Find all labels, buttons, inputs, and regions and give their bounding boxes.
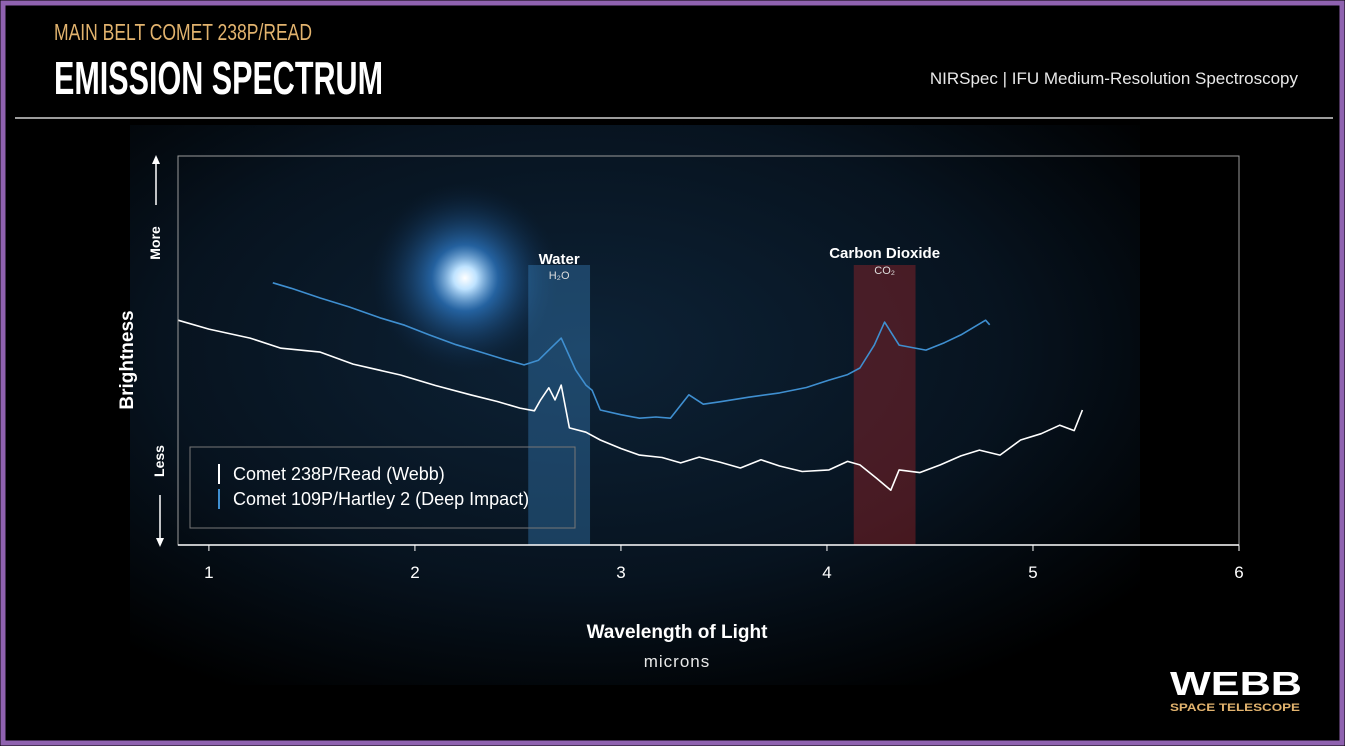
x-tick-label: 1 xyxy=(204,563,213,582)
webb-logo: WEBB SPACE TELESCOPE xyxy=(1170,665,1302,714)
x-tick-label: 6 xyxy=(1234,563,1243,582)
band-formula: CO₂ xyxy=(874,265,895,277)
y-low-label: Less xyxy=(151,445,167,477)
subtitle: MAIN BELT COMET 238P/READ xyxy=(54,19,312,45)
band-label: Carbon Dioxide xyxy=(829,245,940,262)
chart: MAIN BELT COMET 238P/READ EMISSION SPECT… xyxy=(0,0,1345,746)
band xyxy=(854,265,916,545)
backdrop xyxy=(130,125,1140,685)
legend-label: Comet 109P/Hartley 2 (Deep Impact) xyxy=(233,489,529,509)
y-high-label: More xyxy=(147,226,163,260)
x-tick-label: 5 xyxy=(1028,563,1037,582)
x-tick-label: 4 xyxy=(822,563,831,582)
band-formula: H₂O xyxy=(549,270,570,282)
logo-sub: SPACE TELESCOPE xyxy=(1170,702,1300,714)
x-tick-label: 3 xyxy=(616,563,625,582)
title: EMISSION SPECTRUM xyxy=(54,52,383,104)
y-axis-title: Brightness xyxy=(117,310,138,409)
logo-word: WEBB xyxy=(1170,665,1302,702)
x-tick-label: 2 xyxy=(410,563,419,582)
x-axis-unit: microns xyxy=(644,652,711,671)
band-label: Water xyxy=(539,251,580,268)
x-axis-title: Wavelength of Light xyxy=(587,622,769,643)
instrument: NIRSpec | IFU Medium-Resolution Spectros… xyxy=(930,69,1299,88)
legend-label: Comet 238P/Read (Webb) xyxy=(233,464,445,484)
